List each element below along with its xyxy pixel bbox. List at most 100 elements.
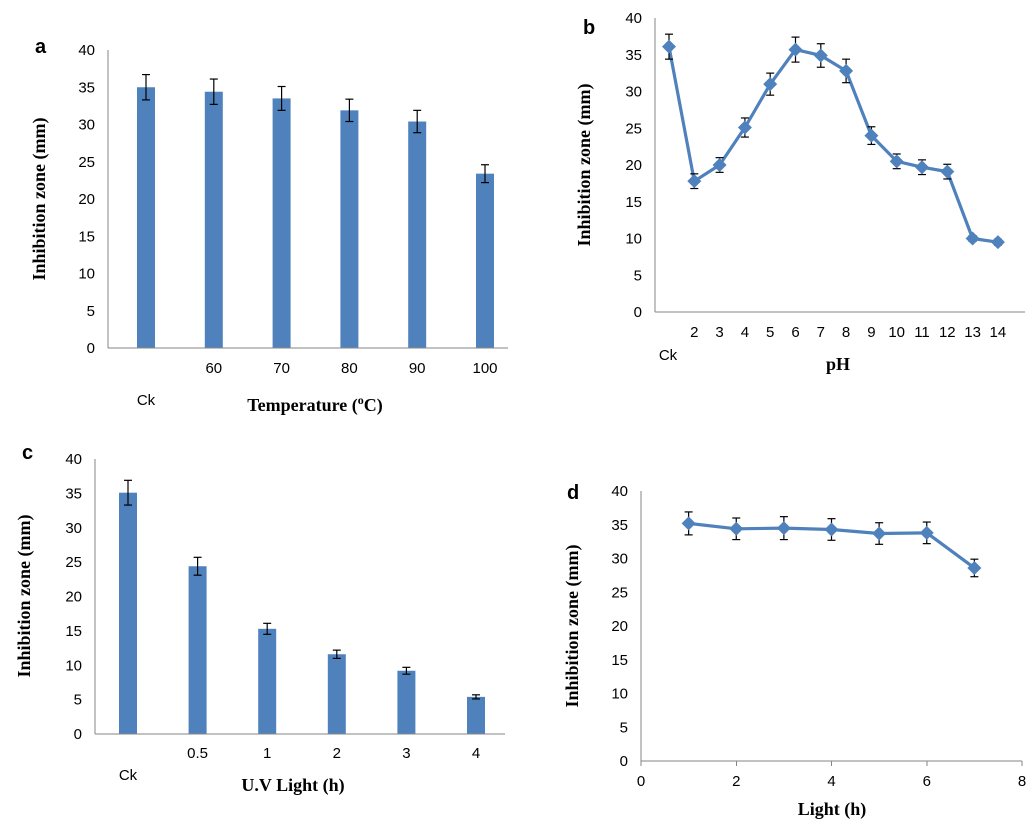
panel-b-marker bbox=[737, 120, 752, 135]
panel-b-y-tick-label: 5 bbox=[634, 267, 642, 284]
panel-c-x-tick-label: Ck bbox=[119, 767, 138, 784]
panel-a-bar bbox=[272, 98, 291, 348]
panel-c-bar bbox=[258, 628, 277, 734]
panel-c-bar bbox=[397, 670, 416, 734]
panel-a-x-tick-labels: Ck 60 70 80 90 100 bbox=[137, 360, 498, 409]
panel-d-x-axis-title: Light (h) bbox=[798, 799, 867, 820]
panel-b-x-tick-label: 14 bbox=[990, 324, 1007, 341]
panel-a-x-tick-label: 80 bbox=[341, 360, 358, 377]
panel-b-marker bbox=[864, 128, 879, 143]
panel-b-x-tick-label: 5 bbox=[766, 324, 774, 341]
panel-d-y-tick-label: 35 bbox=[611, 517, 628, 534]
panel-c-y-axis-title: Inhibition zone (mm) bbox=[14, 514, 35, 677]
panel-d-y-tick-label: 20 bbox=[611, 618, 628, 635]
panel-d-x-tick-label: 2 bbox=[732, 773, 740, 790]
panel-b-y-tick-label: 40 bbox=[625, 10, 642, 27]
panel-a-y-tick-label: 25 bbox=[78, 154, 95, 171]
panel-d-marker bbox=[729, 521, 744, 536]
panel-b-x-tick-label: 6 bbox=[791, 324, 799, 341]
panel-c-bar bbox=[188, 566, 207, 734]
panel-b-x-tick-label: 11 bbox=[914, 324, 930, 341]
panel-d-marker bbox=[776, 521, 791, 536]
panel-c-y-tick-label: 30 bbox=[65, 520, 82, 537]
panel-c-y-tick-labels: 0 5 10 15 20 25 30 35 40 bbox=[65, 451, 82, 743]
panel-c-x-tick-labels: Ck 0.5 1 2 3 4 bbox=[119, 745, 480, 784]
panel-c-x-tick-label: 1 bbox=[263, 745, 271, 762]
panel-d-y-tick-labels: 0 5 10 15 20 25 30 35 40 bbox=[611, 483, 628, 770]
panel-b-y-tick-label: 35 bbox=[625, 47, 642, 64]
panel-b-marker bbox=[940, 164, 955, 179]
panel-c-bar bbox=[327, 654, 346, 734]
panel-c-y-tick-label: 5 bbox=[74, 692, 82, 709]
panel-c-y-tick-label: 40 bbox=[65, 451, 82, 468]
panel-a-y-tick-label: 35 bbox=[78, 79, 95, 96]
panel-d-y-tick-label: 40 bbox=[611, 483, 628, 500]
panel-d-y-tick-label: 25 bbox=[611, 584, 628, 601]
panel-c-y-tick-label: 25 bbox=[65, 554, 82, 571]
panel-b-marker bbox=[813, 48, 828, 63]
panel-b-x-tick-label: 3 bbox=[715, 324, 723, 341]
panel-d-y-tick-label: 10 bbox=[611, 686, 628, 703]
panel-a-y-tick-label: 10 bbox=[78, 266, 95, 283]
panel-d-x-tick-label: 8 bbox=[1018, 773, 1026, 790]
panel-a-bar bbox=[476, 173, 494, 348]
panel-b-marker bbox=[712, 158, 727, 172]
panel-b-y-tick-label: 25 bbox=[625, 120, 642, 137]
panel-d-x-tick-label: 6 bbox=[923, 773, 931, 790]
panel-d: d 0 5 10 15 20 25 30 35 40 0 2 4 6 8 Light (h) Inhib… bbox=[562, 482, 1026, 820]
panel-a: a 0 5 10 15 20 25 30 35 40 Ck 60 70 80 90 100 Tempera… bbox=[29, 36, 508, 416]
panel-b-x-tick-label: 8 bbox=[842, 324, 850, 341]
panel-b-markers bbox=[662, 39, 1005, 250]
panel-a-bar bbox=[408, 121, 427, 349]
panel-b-marker bbox=[990, 235, 1005, 250]
panel-a-bar bbox=[340, 110, 359, 348]
panel-d-error-bars bbox=[684, 511, 979, 578]
panel-b-marker bbox=[915, 160, 929, 175]
panel-b-marker bbox=[839, 63, 854, 78]
panel-b-x-tick-label: 4 bbox=[741, 324, 749, 341]
panel-d-y-tick-label: 0 bbox=[620, 753, 628, 770]
panel-a-x-axis-title: Temperature (oC) bbox=[247, 393, 382, 416]
panel-c-x-tick-label: 0.5 bbox=[187, 745, 208, 762]
panel-d-y-tick-label: 5 bbox=[620, 719, 628, 736]
panel-b-x-tick-label: 10 bbox=[888, 324, 905, 341]
panel-d-x-tick-marks bbox=[640, 761, 1023, 766]
panel-c-y-tick-label: 15 bbox=[65, 623, 82, 640]
panel-c: c 0 5 10 15 20 25 30 35 40 Ck 0.5 1 2 3 4 U.V Light (… bbox=[14, 442, 505, 796]
panel-b-series-line bbox=[667, 46, 999, 244]
panel-c-letter: c bbox=[22, 442, 33, 464]
panel-b-y-tick-label: 30 bbox=[625, 84, 642, 101]
panel-a-y-tick-label: 15 bbox=[78, 228, 95, 245]
panel-a-y-tick-label: 20 bbox=[78, 191, 95, 208]
panel-c-y-tick-label: 35 bbox=[65, 485, 82, 502]
panel-b-marker bbox=[889, 154, 904, 169]
panel-d-x-tick-label: 0 bbox=[637, 773, 645, 790]
panel-a-bar bbox=[204, 91, 223, 348]
panel-d-marker bbox=[872, 526, 887, 541]
panel-b-y-axis-title: Inhibition zone (mm) bbox=[574, 83, 595, 246]
panel-a-error-bars bbox=[142, 73, 489, 184]
panel-a-x-tick-label: 100 bbox=[472, 360, 497, 377]
panel-d-marker bbox=[919, 525, 934, 540]
panel-b-letter: b bbox=[583, 17, 595, 39]
panel-b-x-tick-label: Ck bbox=[659, 347, 678, 364]
panel-c-bar bbox=[467, 696, 485, 734]
panel-b-x-tick-label: 9 bbox=[867, 324, 875, 341]
panel-b-x-tick-labels: Ck 2 3 4 5 6 7 8 9 10 11 12 13 14 bbox=[659, 324, 1006, 364]
panel-b-x-tick-label: 2 bbox=[690, 324, 698, 341]
panel-a-x-tick-label: 60 bbox=[205, 360, 222, 377]
panel-d-marker bbox=[824, 522, 839, 537]
panel-b-marker bbox=[788, 42, 803, 57]
panel-d-x-tick-labels: 0 2 4 6 8 bbox=[637, 773, 1026, 790]
panel-a-x-tick-label: 70 bbox=[273, 360, 290, 377]
panel-a-y-tick-labels: 0 5 10 15 20 25 30 35 40 bbox=[78, 42, 95, 357]
panel-a-y-axis-title: Inhibition zone (mm) bbox=[29, 117, 50, 280]
panel-b-marker bbox=[763, 77, 778, 92]
panel-b-y-tick-label: 15 bbox=[625, 194, 642, 211]
panel-b-y-tick-label: 20 bbox=[625, 157, 642, 174]
panel-c-y-tick-label: 20 bbox=[65, 589, 82, 606]
panel-b-y-tick-label: 10 bbox=[625, 231, 642, 248]
panel-b-x-tick-label: 13 bbox=[964, 324, 981, 341]
